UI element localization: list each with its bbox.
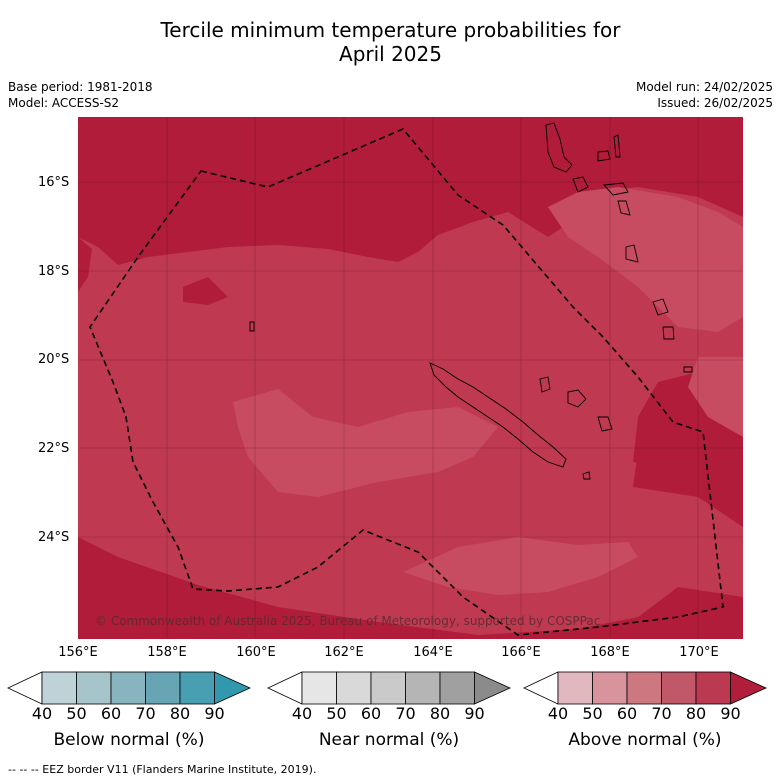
colorbar-tick-label: 50 [66,704,87,723]
eez-legend-footer: -- -- -- EEZ border V11 (Flanders Marine… [8,763,317,776]
colorbar-tick-label: 40 [291,704,313,723]
lon-label-164e: 164°E [413,645,453,660]
chesterfield-islands [249,321,255,332]
colorbar-segment [626,671,662,705]
metadata-left: Base period: 1981-2018 Model: ACCESS-S2 [8,79,153,111]
colorbar-tick-label: 50 [582,704,603,723]
colorbar-extend-high [214,671,251,705]
probability-region-dark-nw [183,277,228,305]
colorbar-tick-label: 80 [685,704,707,723]
new-caledonia-island [429,362,567,468]
colorbar-tick-label: 90 [720,704,741,723]
colorbar-tick-label: 80 [169,704,191,723]
colorbar-tick-label: 40 [547,704,569,723]
lon-label-166e: 166°E [501,645,541,660]
colorbar-segment [110,671,146,705]
lon-label-156e: 156°E [58,645,98,660]
title-line-1: Tercile minimum temperature probabilitie… [160,18,621,42]
colorbar-extend-high [474,671,511,705]
metadata-right: Model run: 24/02/2025 Issued: 26/02/2025 [636,79,773,111]
isle-of-pines [582,471,591,480]
colorbar-above-normal [523,671,767,705]
model-text: Model: ACCESS-S2 [8,96,120,110]
colorbar-tick-label: 60 [100,704,122,723]
colorbar-segment [336,671,372,705]
vanuatu-islands [545,122,693,373]
eez-border [89,128,724,636]
lon-label-158e: 158°E [147,645,187,660]
lon-label-170e: 170°E [679,645,719,660]
colorbar-segment [405,671,441,705]
colorbar-tick-label: 90 [464,704,485,723]
probability-region-light-1 [233,389,498,497]
probability-region-mid [78,187,743,635]
colorbar-below-normal [7,671,251,705]
colorbar-tick-label: 70 [395,704,416,723]
colorbar-segment [439,671,475,705]
model-run-text: Model run: 24/02/2025 [635,80,773,94]
colorbar-segment [145,671,181,705]
base-period-text: Base period: 1981-2018 [8,80,153,94]
colorbar-extend-high [730,671,767,705]
probability-region-dark-ne [633,417,743,527]
lon-label-160e: 160°E [236,645,276,660]
lon-label-162e: 162°E [324,645,364,660]
colorbar-tick-label: 90 [204,704,225,723]
lat-label-20s: 20°S [38,352,70,367]
map-gridlines [78,117,743,639]
colorbar-segment [592,671,628,705]
colorbar-extend-low [7,671,43,705]
colorbar-segment [76,671,112,705]
lon-label-168e: 168°E [590,645,630,660]
colorbar-segment [301,671,337,705]
colorbar-tick-label: 80 [429,704,451,723]
colorbar-near-normal-label: Near normal (%) [318,730,460,750]
lat-label-16s: 16°S [38,175,70,190]
probability-region-light-3 [548,187,743,332]
issued-text: Issued: 26/02/2025 [657,96,773,110]
probability-map: © Commonwealth of Australia 2025, Bureau… [78,117,743,639]
copyright-notice: © Commonwealth of Australia 2025, Bureau… [95,614,600,628]
colorbar-near-normal [267,671,511,705]
lat-label-22s: 22°S [38,441,70,456]
colorbar-extend-low [523,671,559,705]
probability-region-light-2 [403,537,638,595]
colorbar-below-normal-label: Below normal (%) [53,730,205,750]
lat-label-24s: 24°S [38,530,70,545]
map-title: Tercile minimum temperature probabilitie… [0,18,781,66]
colorbar-segment [179,671,215,705]
colorbar-segment [695,671,731,705]
colorbar-tick-label: 60 [616,704,638,723]
colorbar-segment [41,671,77,705]
colorbar-tick-label: 50 [326,704,347,723]
colorbar-extend-low [267,671,303,705]
colorbar-segment [661,671,697,705]
lat-label-18s: 18°S [38,264,70,279]
colorbar-tick-label: 60 [360,704,382,723]
probability-region-light-4 [688,357,743,437]
colorbar-tick-label: 40 [31,704,53,723]
colorbar-tick-label: 70 [135,704,156,723]
loyalty-islands [539,376,613,432]
title-line-2: April 2025 [339,42,442,66]
colorbar-above-normal-label: Above normal (%) [568,730,722,750]
colorbar-segment [370,671,406,705]
colorbar-tick-label: 70 [651,704,672,723]
colorbar-segment [557,671,593,705]
